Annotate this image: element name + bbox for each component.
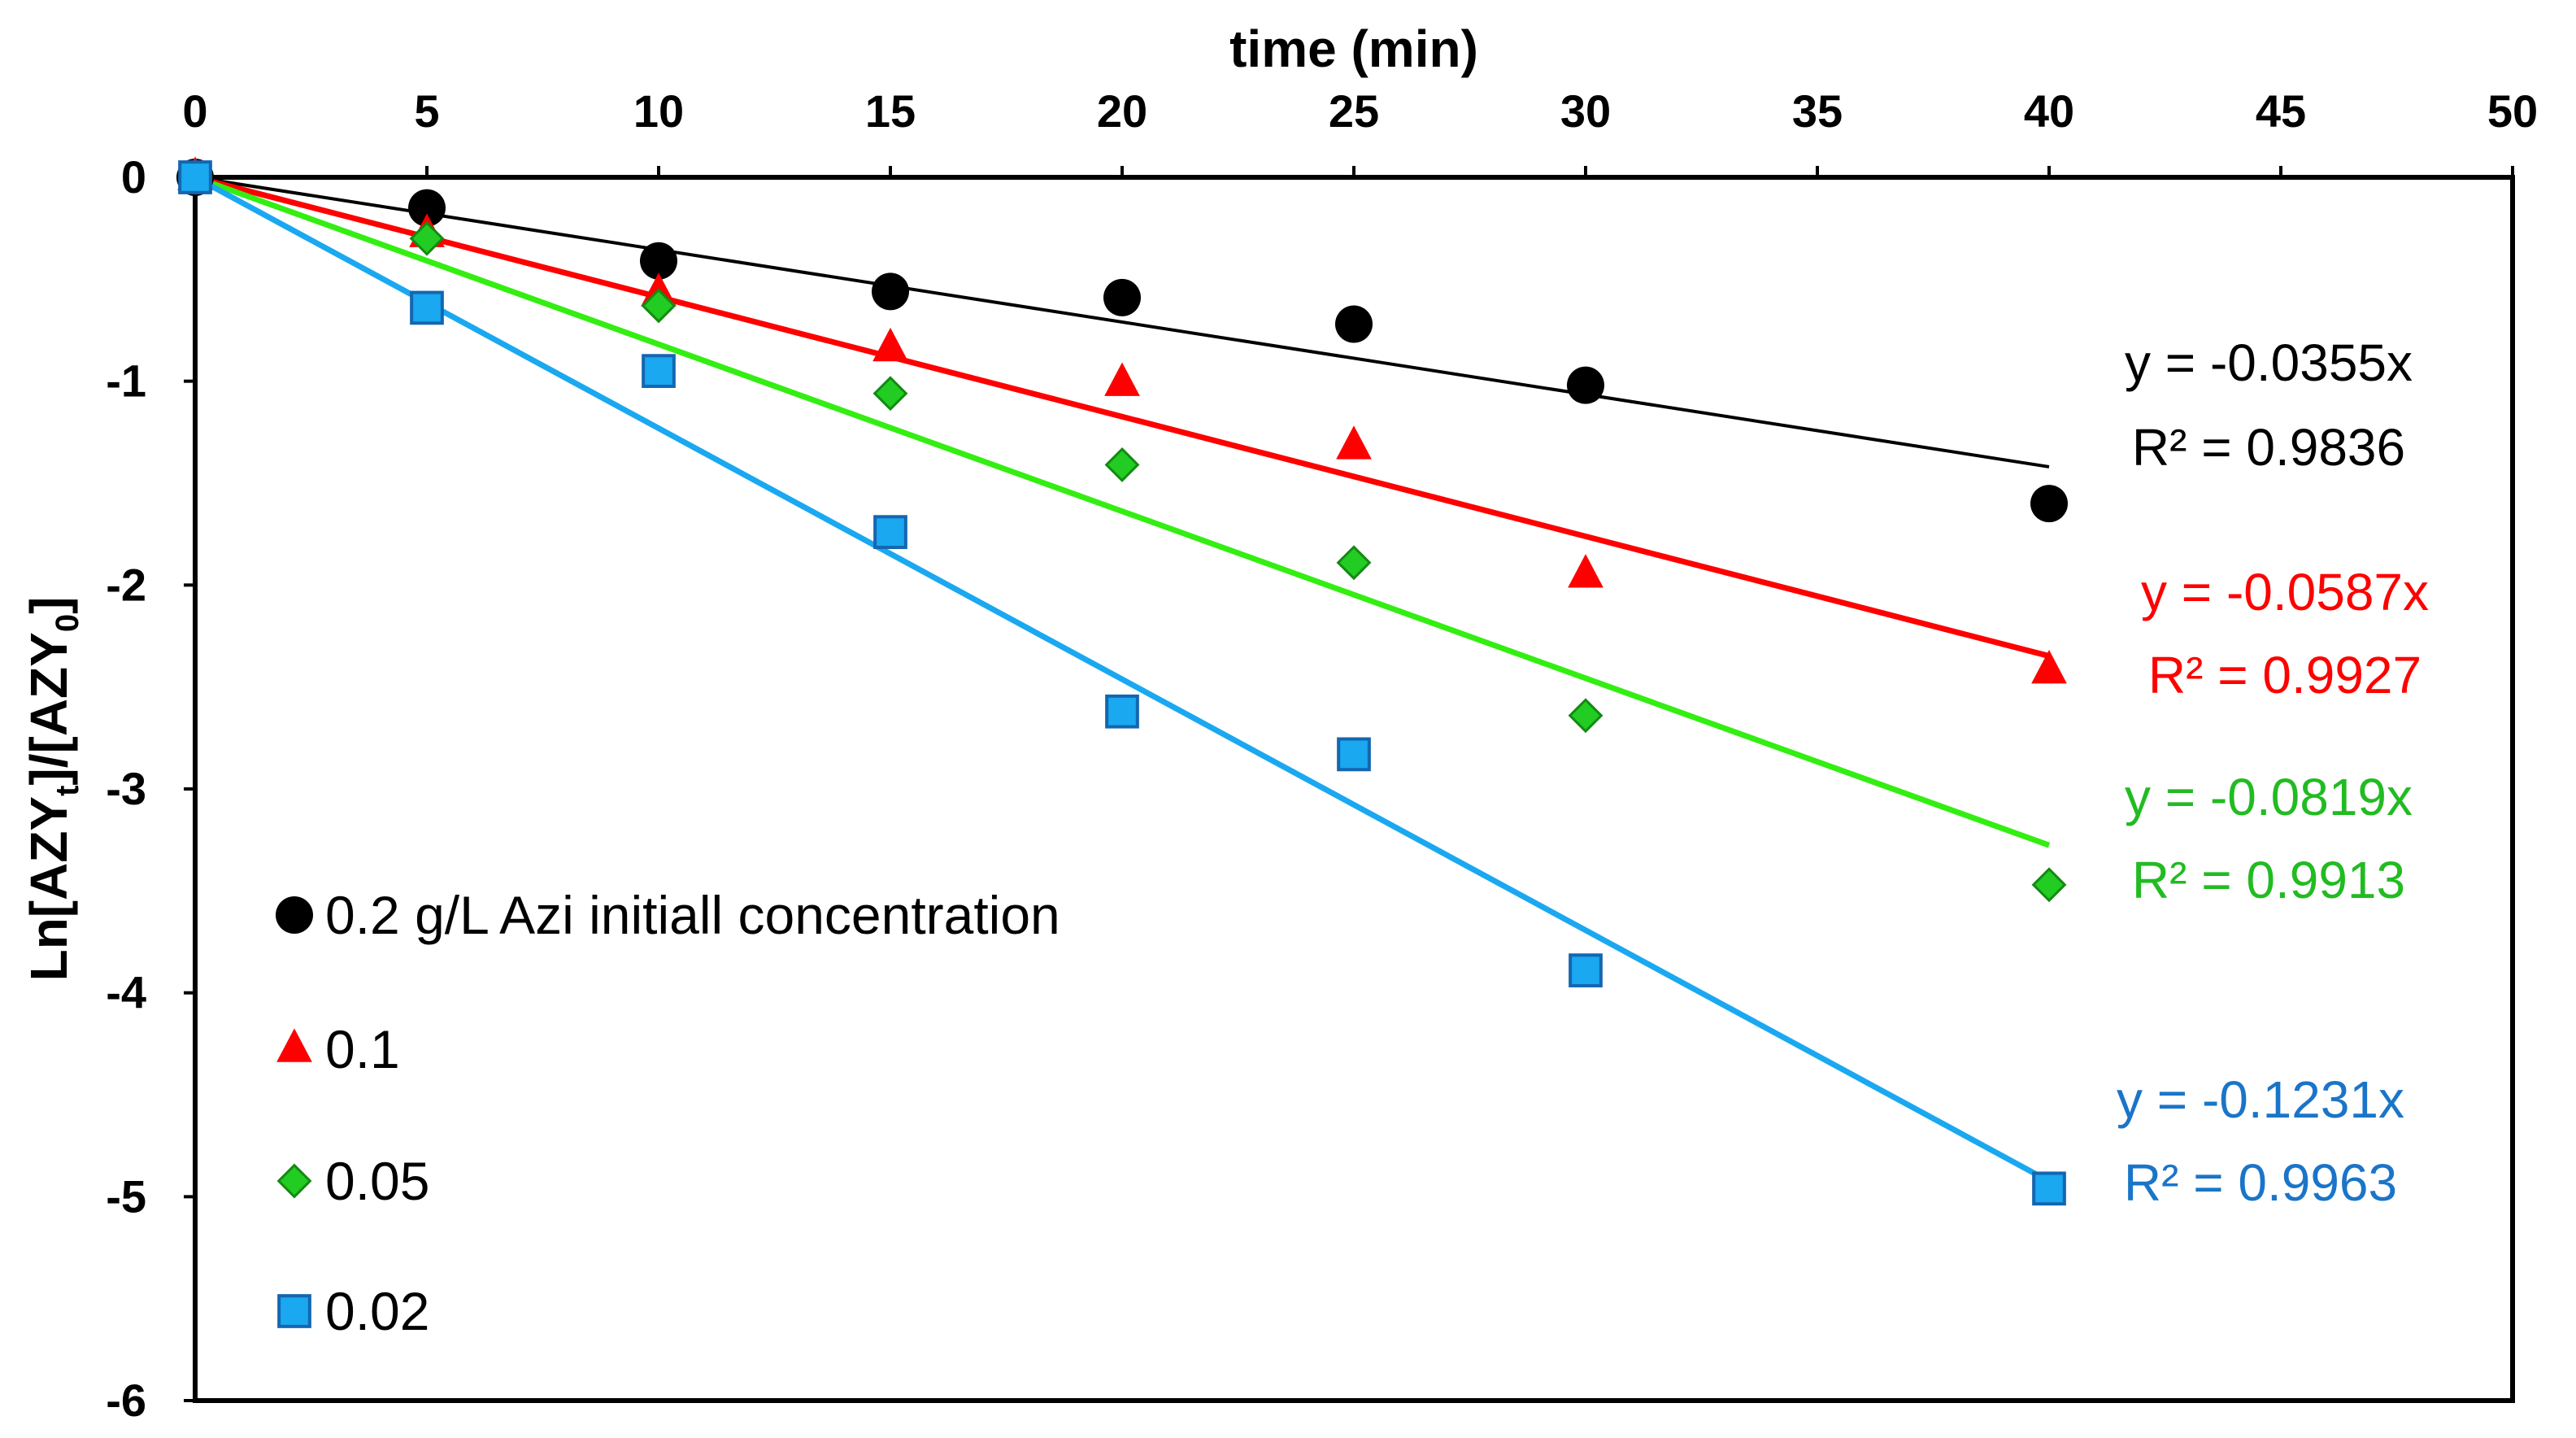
trendline-r2: R² = 0.9963 (2124, 1153, 2397, 1212)
legend-item: 0.05 (276, 1151, 429, 1211)
trendline-2 (194, 174, 2051, 848)
legend-label: 0.1 (325, 1019, 400, 1079)
data-point (1104, 362, 1140, 396)
x-tick-label: 20 (1097, 85, 1147, 137)
data-point (409, 220, 445, 256)
x-tick-label: 45 (2256, 85, 2306, 137)
data-point (872, 327, 908, 362)
y-axis-title: Ln[AZYt]/[AZY0] (20, 597, 85, 982)
data-point (2030, 485, 2068, 523)
data-point (1105, 694, 1139, 729)
data-point (1104, 447, 1140, 482)
data-point (1336, 545, 1372, 581)
legend-marker (276, 1028, 312, 1062)
data-point (2031, 867, 2067, 903)
data-point (642, 354, 676, 388)
x-tick-label: 25 (1329, 85, 1379, 137)
trendline-r2: R² = 0.9927 (2148, 646, 2422, 704)
y-tick-label: -6 (106, 1375, 146, 1426)
data-point (178, 160, 212, 194)
y-tick-label: -1 (106, 355, 146, 407)
trendline-1 (194, 174, 2050, 659)
y-tick-label: 0 (121, 151, 146, 203)
y-tick-label: -3 (106, 763, 146, 814)
legend-label: 0.2 g/L Azi initiall concentration (325, 885, 1060, 945)
y-tick-label: -4 (106, 967, 146, 1018)
trendline-equation: y = -0.0587x (2141, 563, 2429, 621)
data-point (872, 272, 909, 311)
legend-item: 0.2 g/L Azi initiall concentration (276, 885, 1060, 945)
x-tick-label: 30 (1560, 85, 1611, 137)
legend-label: 0.05 (325, 1151, 429, 1211)
data-point (1568, 554, 1603, 588)
trendline-equations: y = -0.0355x R² = 0.9836 y = -0.0587x R² = … (2117, 333, 2429, 1212)
data-point (872, 376, 908, 412)
x-tick-label: 10 (633, 85, 684, 137)
legend-label: 0.02 (325, 1281, 429, 1341)
x-tick-label: 40 (2024, 85, 2074, 137)
legend-marker (276, 896, 313, 934)
y-tick-label: -2 (106, 559, 146, 610)
legend-marker (277, 1294, 311, 1328)
data-point (640, 242, 677, 280)
trendline-3 (194, 174, 2051, 1184)
data-point (408, 189, 446, 227)
legend: 0.2 g/L Azi initiall concentration 0.1 0.0… (276, 885, 1060, 1341)
data-point (410, 290, 444, 325)
legend-item: 0.1 (276, 1019, 400, 1079)
trendline-0 (194, 176, 2050, 468)
data-point (1569, 953, 1603, 987)
data-points (176, 156, 2068, 1206)
x-tick-label: 15 (865, 85, 916, 137)
data-point (873, 515, 907, 550)
x-tick-label: 35 (1792, 85, 1843, 137)
x-axis-title: time (min) (1229, 20, 1478, 78)
y-tick-label: -5 (106, 1170, 146, 1222)
trendline-r2: R² = 0.9836 (2132, 418, 2405, 477)
axes: 0 5 10 15 20 25 30 35 40 45 50 0 -1 -2 -3 -4 -5 -6 time (m… (20, 20, 2538, 1426)
legend-item: 0.02 (277, 1281, 429, 1341)
legend-marker (276, 1163, 312, 1199)
data-point (1567, 366, 1604, 404)
data-point (1336, 425, 1372, 460)
x-tick-label: 0 (182, 85, 207, 137)
trendline-equation: y = -0.0819x (2125, 768, 2413, 826)
data-point (1568, 698, 1603, 734)
trendline-r2: R² = 0.9913 (2132, 851, 2405, 909)
data-point (1103, 278, 1141, 316)
data-point (1335, 305, 1373, 343)
trendline-equation: y = -0.0355x (2125, 333, 2413, 392)
data-point (2032, 1171, 2066, 1206)
x-tick-label: 5 (414, 85, 439, 137)
x-tick-label: 50 (2487, 85, 2538, 137)
data-point (1337, 737, 1371, 772)
data-point (641, 288, 677, 324)
data-point (2031, 649, 2067, 684)
trendline-equation: y = -0.1231x (2117, 1070, 2404, 1129)
trendlines (194, 174, 2051, 1184)
